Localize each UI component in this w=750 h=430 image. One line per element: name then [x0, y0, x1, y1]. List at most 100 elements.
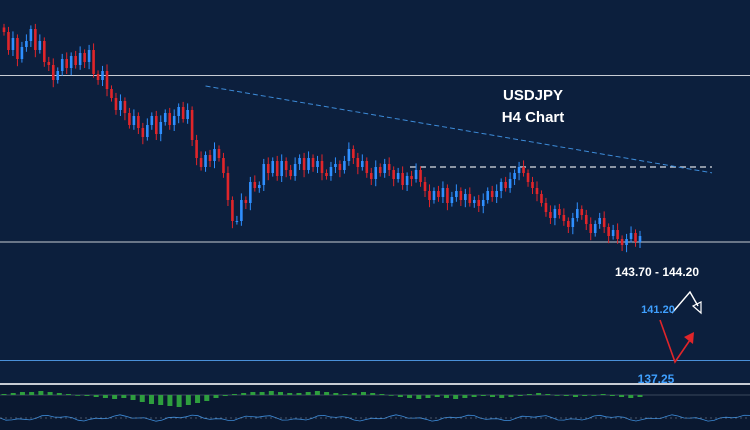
candle-body — [87, 50, 91, 62]
candle — [584, 209, 588, 230]
candle — [289, 164, 292, 180]
oscillator-bar — [56, 393, 62, 395]
oscillator-bar — [29, 392, 35, 395]
candle-body — [383, 164, 387, 173]
candle-body — [172, 116, 176, 125]
candle-body — [611, 230, 615, 236]
candle — [562, 208, 566, 226]
candle — [190, 106, 194, 146]
candle — [262, 158, 266, 191]
oscillator-bar — [112, 395, 118, 399]
candle-body — [584, 215, 588, 224]
oscillator-bar — [93, 395, 99, 397]
candle — [437, 185, 440, 202]
candle — [168, 107, 172, 130]
candle — [16, 34, 19, 67]
candle — [119, 94, 122, 116]
oscillator-bar — [38, 391, 44, 395]
oscillator-bar — [591, 395, 597, 396]
candle-body — [244, 200, 248, 203]
candle — [508, 172, 512, 193]
candle-body — [298, 158, 301, 164]
candle — [307, 151, 310, 174]
candle-body — [280, 161, 283, 176]
oscillator-bar — [296, 393, 302, 395]
candle — [137, 112, 140, 134]
oscillator-bar — [250, 392, 256, 395]
candle — [347, 142, 351, 166]
candle — [114, 92, 118, 115]
candle — [446, 184, 449, 211]
bearish-arrow-head — [684, 332, 694, 344]
oscillator-bar — [324, 392, 330, 395]
oscillator-bar — [425, 395, 431, 398]
candle-body — [253, 182, 257, 188]
candle-body — [620, 239, 624, 245]
oscillator-bar — [231, 394, 237, 395]
candle — [629, 226, 633, 243]
candle-body — [517, 167, 521, 173]
candle-body — [284, 161, 288, 170]
candle — [275, 155, 279, 181]
candle — [271, 157, 275, 177]
candle — [2, 23, 6, 36]
candle-body — [459, 191, 463, 200]
candle-body — [558, 209, 561, 215]
oscillator-bar — [508, 395, 514, 397]
candle — [92, 43, 95, 78]
oscillator-bar — [314, 391, 320, 395]
candle — [186, 103, 189, 124]
candle-body — [2, 27, 6, 32]
candle — [154, 110, 158, 140]
candle — [284, 157, 288, 178]
candle — [625, 233, 628, 253]
candle-body — [74, 56, 77, 65]
candle-body — [168, 113, 172, 125]
oscillator-bar — [628, 395, 634, 398]
oscillator-bar — [305, 392, 311, 395]
candle — [43, 37, 46, 67]
candle — [423, 176, 427, 197]
oscillator-signal-line — [0, 414, 750, 422]
candle — [47, 56, 51, 71]
candle — [387, 157, 391, 176]
candle — [222, 152, 225, 178]
candle — [464, 188, 467, 208]
candle — [128, 107, 131, 129]
candle-body — [634, 233, 637, 242]
candle-body — [428, 191, 431, 200]
oscillator-bar — [342, 394, 348, 395]
candle — [459, 187, 463, 206]
candle — [204, 151, 207, 172]
oscillator-bar — [388, 395, 394, 396]
candle-body — [316, 161, 319, 167]
candle — [638, 230, 642, 248]
candle — [280, 154, 283, 182]
candle — [51, 58, 55, 88]
candle-body — [387, 164, 391, 170]
candle-body — [231, 200, 234, 221]
candle — [455, 184, 458, 202]
candle — [74, 50, 77, 69]
candle — [369, 167, 373, 185]
candle — [450, 191, 454, 207]
candle-body — [553, 209, 557, 218]
candle-body — [531, 182, 534, 188]
candle — [414, 163, 418, 183]
oscillator-bar — [102, 395, 108, 398]
candle — [65, 52, 69, 74]
candle-body — [580, 209, 584, 215]
oscillator-bar — [213, 395, 219, 398]
candle-body — [607, 227, 610, 236]
oscillator-bar — [148, 395, 154, 404]
candle-body — [190, 110, 194, 140]
levels-layer — [0, 75, 750, 361]
candle-body — [83, 53, 86, 62]
candle-body — [392, 170, 395, 179]
candle-body — [25, 41, 28, 47]
candle — [589, 217, 593, 241]
candle — [177, 103, 180, 124]
candle-body — [204, 155, 207, 167]
candle-body — [38, 41, 42, 50]
candle-body — [213, 149, 216, 161]
